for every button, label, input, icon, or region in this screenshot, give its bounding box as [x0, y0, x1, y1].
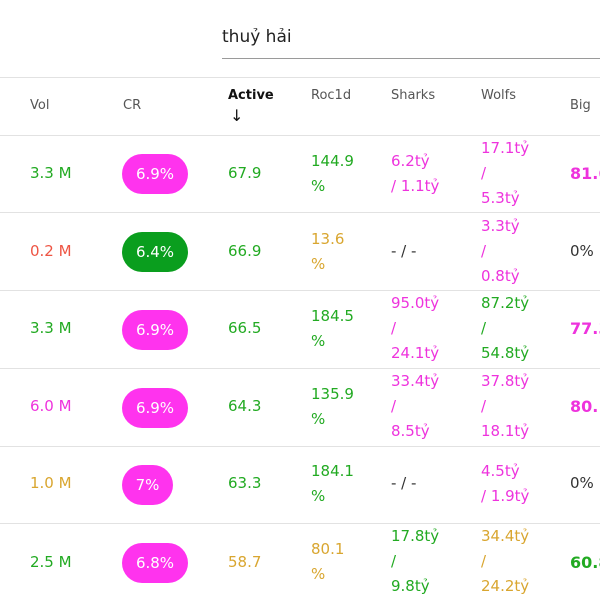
cell-big: 81.6	[570, 164, 600, 183]
row-divider	[0, 368, 600, 369]
cell-big: 77.3	[570, 319, 600, 338]
cell-wolfs-line: 24.2tỷ	[481, 577, 530, 595]
arrow-down-icon[interactable]: ↓	[230, 106, 244, 125]
cell-wolfs-line: /	[481, 397, 487, 415]
column-header-vol[interactable]: Vol	[30, 98, 50, 113]
column-header-cr[interactable]: CR	[123, 98, 142, 113]
cell-wolfs-line: 18.1tỷ	[481, 422, 530, 440]
cell-sharks-line: /	[391, 552, 397, 570]
cell-wolfs-line: /	[481, 319, 487, 337]
cell-sharks-line: 33.4tỷ	[391, 372, 440, 390]
cell-sharks-line: /	[391, 397, 397, 415]
cell-vol: 3.3 M	[30, 164, 72, 182]
cell-roc1d-value: 184.1	[311, 462, 354, 480]
cr-badge: 6.4%	[122, 232, 188, 272]
cell-active: 58.7	[228, 553, 262, 571]
row-divider	[0, 523, 600, 524]
cell-sharks-line: 95.0tỷ	[391, 294, 440, 312]
cell-roc1d-value: 13.6	[311, 230, 345, 248]
cell-vol: 0.2 M	[30, 242, 72, 260]
cell-wolfs-line: 54.8tỷ	[481, 344, 530, 362]
cell-wolfs-line: / 1.9tỷ	[481, 487, 530, 505]
cell-roc1d-value: 80.1	[311, 540, 345, 558]
search-input[interactable]	[222, 24, 600, 50]
cell-roc1d-unit: %	[311, 177, 326, 195]
header-bottom-divider	[0, 135, 600, 136]
row-divider	[0, 446, 600, 447]
cell-roc1d-unit: %	[311, 487, 326, 505]
cell-active: 67.9	[228, 164, 262, 182]
column-header-big[interactable]: Big	[570, 98, 591, 113]
row-divider	[0, 212, 600, 213]
cr-badge: 7%	[122, 465, 173, 505]
cell-roc1d-unit: %	[311, 565, 326, 583]
cell-sharks-line: - / -	[391, 242, 417, 260]
cell-wolfs-line: /	[481, 242, 487, 260]
cell-vol: 3.3 M	[30, 319, 72, 337]
header-top-divider	[0, 77, 600, 78]
cell-sharks-line: 6.2tỷ	[391, 152, 430, 170]
cell-active: 66.9	[228, 242, 262, 260]
cell-roc1d-unit: %	[311, 410, 326, 428]
cell-wolfs-line: 87.2tỷ	[481, 294, 530, 312]
cell-sharks-line: 9.8tỷ	[391, 577, 430, 595]
cell-sharks-line: - / -	[391, 474, 417, 492]
cell-active: 66.5	[228, 319, 262, 337]
cr-badge: 6.9%	[122, 388, 188, 428]
row-divider	[0, 290, 600, 291]
cell-roc1d-value: 144.9	[311, 152, 354, 170]
cr-badge: 6.8%	[122, 543, 188, 583]
column-header-sharks[interactable]: Sharks	[391, 88, 436, 103]
cell-wolfs-line: /	[481, 552, 487, 570]
cell-wolfs-line: 3.3tỷ	[481, 217, 520, 235]
cell-big: 0%	[570, 242, 594, 260]
cell-big: 60.8	[570, 553, 600, 572]
cell-wolfs-line: 37.8tỷ	[481, 372, 530, 390]
cell-vol: 2.5 M	[30, 553, 72, 571]
cell-active: 64.3	[228, 397, 262, 415]
cell-roc1d-value: 135.9	[311, 385, 354, 403]
cell-wolfs-line: /	[481, 164, 487, 182]
cr-badge: 6.9%	[122, 310, 188, 350]
cell-vol: 1.0 M	[30, 474, 72, 492]
cell-sharks-line: 17.8tỷ	[391, 527, 440, 545]
cell-wolfs-line: 4.5tỷ	[481, 462, 520, 480]
column-header-active[interactable]: Active	[228, 88, 274, 103]
cell-wolfs-line: 34.4tỷ	[481, 527, 530, 545]
cell-sharks-line: / 1.1tỷ	[391, 177, 440, 195]
search-box[interactable]	[222, 24, 600, 59]
cell-wolfs-line: 0.8tỷ	[481, 267, 520, 285]
cell-sharks-line: 24.1tỷ	[391, 344, 440, 362]
cell-big: 80.	[570, 397, 599, 416]
cell-roc1d-value: 184.5	[311, 307, 354, 325]
cell-sharks-line: 8.5tỷ	[391, 422, 430, 440]
cell-roc1d-unit: %	[311, 332, 326, 350]
column-header-roc1d[interactable]: Roc1d	[311, 88, 352, 103]
cell-vol: 6.0 M	[30, 397, 72, 415]
column-header-wolfs[interactable]: Wolfs	[481, 88, 517, 103]
cell-sharks-line: /	[391, 319, 397, 337]
cell-roc1d-unit: %	[311, 255, 326, 273]
cr-badge: 6.9%	[122, 154, 188, 194]
cell-active: 63.3	[228, 474, 262, 492]
cell-wolfs-line: 5.3tỷ	[481, 189, 520, 207]
cell-wolfs-line: 17.1tỷ	[481, 139, 530, 157]
cell-big: 0%	[570, 474, 594, 492]
